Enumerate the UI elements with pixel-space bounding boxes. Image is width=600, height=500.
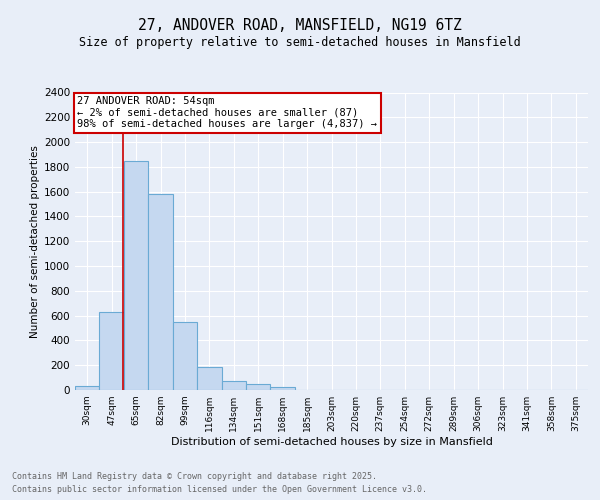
Bar bbox=[221, 380, 246, 390]
Text: Contains HM Land Registry data © Crown copyright and database right 2025.: Contains HM Land Registry data © Crown c… bbox=[12, 472, 377, 481]
Bar bbox=[271, 387, 295, 390]
Text: 27, ANDOVER ROAD, MANSFIELD, NG19 6TZ: 27, ANDOVER ROAD, MANSFIELD, NG19 6TZ bbox=[138, 18, 462, 32]
Text: 27 ANDOVER ROAD: 54sqm
← 2% of semi-detached houses are smaller (87)
98% of semi: 27 ANDOVER ROAD: 54sqm ← 2% of semi-deta… bbox=[77, 96, 377, 130]
Y-axis label: Number of semi-detached properties: Number of semi-detached properties bbox=[30, 145, 40, 338]
Bar bbox=[246, 384, 271, 390]
Bar bbox=[148, 194, 173, 390]
X-axis label: Distribution of semi-detached houses by size in Mansfield: Distribution of semi-detached houses by … bbox=[170, 437, 493, 447]
Bar bbox=[173, 322, 197, 390]
Bar bbox=[100, 312, 124, 390]
Bar bbox=[75, 386, 100, 390]
Bar bbox=[197, 367, 221, 390]
Bar bbox=[124, 160, 148, 390]
Text: Size of property relative to semi-detached houses in Mansfield: Size of property relative to semi-detach… bbox=[79, 36, 521, 49]
Text: Contains public sector information licensed under the Open Government Licence v3: Contains public sector information licen… bbox=[12, 485, 427, 494]
